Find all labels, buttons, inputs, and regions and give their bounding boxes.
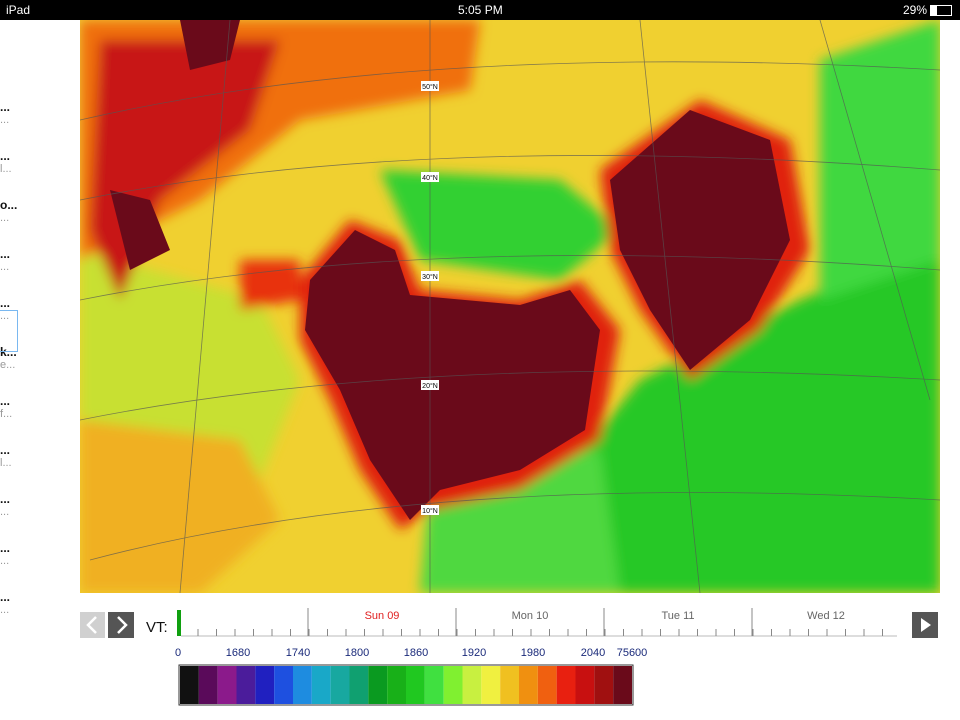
item-subtitle: ...	[0, 212, 10, 224]
item-subtitle: ...	[0, 604, 10, 616]
play-icon	[921, 618, 931, 632]
colorbar-label: 1680	[226, 647, 250, 659]
latitude-box	[421, 271, 439, 281]
color-swatch	[368, 666, 388, 704]
sidebar: ......... l... o.................. k... e...…	[0, 100, 70, 639]
item-title: o...	[0, 198, 18, 212]
device-name: iPad	[6, 3, 31, 17]
latitude-label: 50°N	[422, 83, 438, 91]
item-title: ...	[0, 590, 11, 604]
color-swatch	[594, 666, 614, 704]
latitude-box	[421, 505, 439, 515]
item-subtitle: ...	[0, 506, 10, 518]
latitude-label: 30°N	[422, 273, 438, 281]
item-title: ...	[0, 541, 11, 555]
sidebar-item[interactable]: o......	[0, 198, 70, 247]
colorbar-label: 75600	[617, 647, 648, 659]
next-button[interactable]	[108, 612, 134, 638]
selection-highlight	[0, 310, 18, 352]
sidebar-item[interactable]: ......	[0, 492, 70, 541]
latitude-label: 20°N	[422, 382, 438, 390]
colorbar-label: 1860	[404, 647, 428, 659]
day-label: Wed 12	[807, 610, 845, 622]
item-title: ...	[0, 443, 11, 457]
color-swatch	[443, 666, 463, 704]
color-swatch	[519, 666, 538, 704]
item-title: k...	[0, 345, 17, 359]
day-label: Sun 09	[365, 610, 400, 622]
color-swatch	[500, 666, 519, 704]
sidebar-item[interactable]: k... e...	[0, 345, 70, 394]
item-subtitle: ...	[0, 261, 10, 273]
colorbar-label: 1920	[462, 647, 486, 659]
latitude-box	[421, 81, 439, 91]
sidebar-item[interactable]: ... l...	[0, 149, 70, 198]
color-swatch	[462, 666, 482, 704]
item-subtitle: f...	[0, 408, 13, 420]
color-swatch	[575, 666, 595, 704]
item-subtitle: e...	[0, 359, 16, 371]
next-icon	[117, 616, 128, 634]
colorbar-label: 1800	[345, 647, 369, 659]
color-swatch	[349, 666, 369, 704]
sidebar-item[interactable]: ... f...	[0, 394, 70, 443]
color-swatch	[236, 666, 256, 704]
color-swatch	[293, 666, 312, 704]
color-swatch	[387, 666, 406, 704]
color-swatch	[406, 666, 425, 704]
color-swatch	[198, 666, 218, 704]
item-subtitle: ...	[0, 555, 10, 567]
day-label: Tue 11	[661, 610, 694, 622]
sidebar-item[interactable]: ......	[0, 296, 70, 345]
colorbar-label: 0	[175, 647, 181, 659]
item-subtitle: ...	[0, 310, 10, 322]
item-title: ...	[0, 492, 11, 506]
latitude-box	[421, 380, 439, 390]
color-swatch	[274, 666, 293, 704]
battery-level: 29%	[903, 3, 928, 17]
sidebar-item[interactable]: ......	[0, 100, 70, 149]
color-swatch	[613, 666, 632, 704]
item-title: ...	[0, 394, 11, 408]
previous-icon	[86, 616, 97, 634]
item-subtitle: ...	[0, 114, 10, 126]
timeline[interactable]: Sun 09 Mon 10 Tue 11 Wed 12	[181, 608, 897, 637]
status-bar: iPad 5:05 PM 29%	[0, 0, 960, 20]
colorbar: 0 1680 1740 1800 1860 1920 1980 2040 75600	[175, 647, 648, 706]
battery-icon	[930, 5, 952, 16]
color-swatch	[481, 666, 501, 704]
item-title: ...	[0, 149, 11, 163]
color-swatch	[556, 666, 576, 704]
item-title: ...	[0, 296, 11, 310]
item-title: ...	[0, 247, 11, 261]
item-title: ...	[0, 100, 11, 114]
sidebar-item[interactable]: ......	[0, 541, 70, 590]
color-swatch	[255, 666, 275, 704]
colorbar-label: 1980	[521, 647, 545, 659]
day-label: Mon 10	[512, 610, 549, 622]
previous-button[interactable]	[80, 612, 105, 638]
vt-label: VT:	[146, 619, 168, 636]
item-subtitle: l...	[0, 163, 12, 175]
sidebar-item[interactable]: ......	[0, 247, 70, 296]
color-swatch	[537, 666, 557, 704]
latitude-label: 40°N	[422, 174, 438, 182]
clock: 5:05 PM	[458, 3, 503, 17]
color-swatch	[180, 666, 199, 704]
color-swatch	[424, 666, 444, 704]
color-swatch	[311, 666, 331, 704]
sidebar-item[interactable]: ......	[0, 590, 70, 639]
time-cursor[interactable]	[177, 610, 181, 636]
sidebar-item[interactable]: ... l...	[0, 443, 70, 492]
color-swatch	[330, 666, 350, 704]
weather-map: 50°N 40°N 30°N 20°N 10°N	[80, 20, 940, 593]
color-swatch	[217, 666, 237, 704]
latitude-box	[421, 172, 439, 182]
colorbar-label: 2040	[581, 647, 605, 659]
item-subtitle: l...	[0, 457, 12, 469]
latitude-label: 10°N	[422, 507, 438, 515]
colorbar-label: 1740	[286, 647, 310, 659]
